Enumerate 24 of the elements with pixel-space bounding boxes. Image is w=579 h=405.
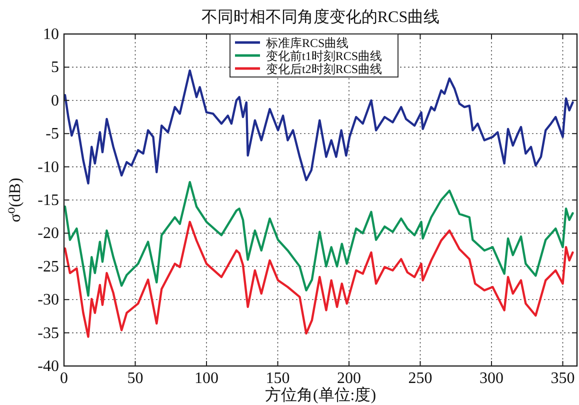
legend-label: 变化后t2时刻RCS曲线 bbox=[266, 62, 382, 76]
y-tick-label: 0 bbox=[51, 92, 59, 110]
x-tick-label: 300 bbox=[480, 370, 504, 387]
x-tick-label: 150 bbox=[266, 370, 290, 387]
x-tick-label: 350 bbox=[550, 370, 575, 387]
y-axis-title: σ⁰(dB) bbox=[7, 178, 24, 222]
y-tick-label: -20 bbox=[38, 225, 59, 242]
y-tick-label: -30 bbox=[38, 292, 59, 309]
chart-title: 不同时相不同角度变化的RCS曲线 bbox=[201, 8, 440, 26]
x-axis-title: 方位角(单位:度) bbox=[264, 386, 376, 404]
y-tick-label: -10 bbox=[38, 158, 59, 176]
legend-label: 标准库RCS曲线 bbox=[265, 36, 349, 50]
y-tick-label: -35 bbox=[38, 324, 59, 342]
y-tick-label: -15 bbox=[38, 192, 59, 209]
y-tick-label: -5 bbox=[46, 126, 59, 143]
x-tick-label: 200 bbox=[337, 370, 361, 387]
y-tick-label: 10 bbox=[43, 26, 59, 43]
y-tick-label: -25 bbox=[38, 258, 59, 276]
x-tick-label: 250 bbox=[408, 370, 432, 387]
y-tick-label: -40 bbox=[38, 358, 59, 375]
x-tick-label: 50 bbox=[127, 370, 144, 387]
x-tick-label: 100 bbox=[194, 370, 218, 387]
legend-label: 变化前t1时刻RCS曲线 bbox=[266, 49, 382, 63]
y-tick-label: 5 bbox=[51, 59, 59, 76]
